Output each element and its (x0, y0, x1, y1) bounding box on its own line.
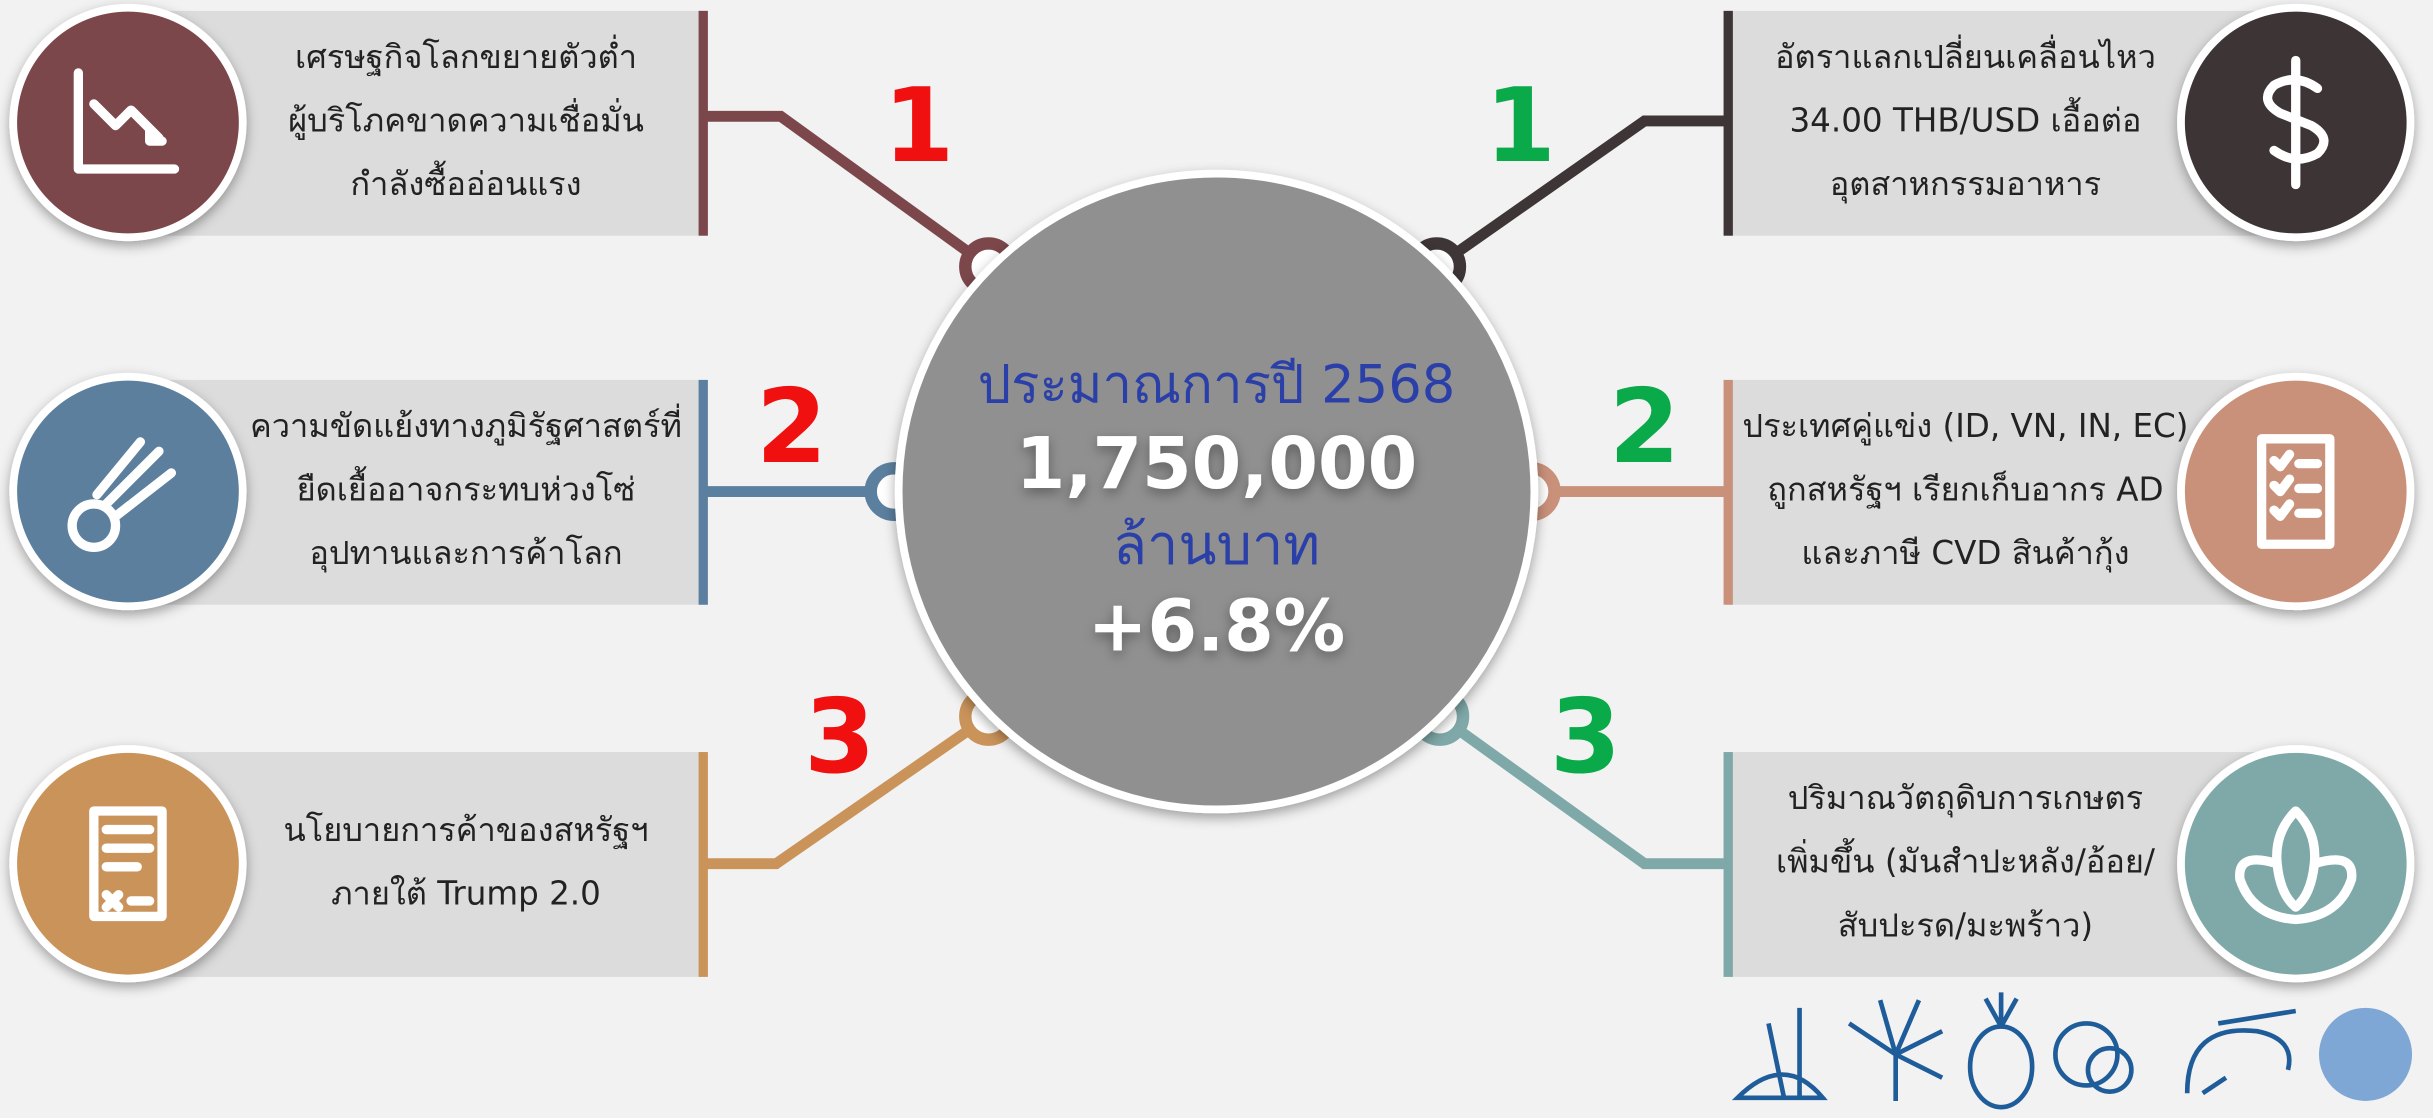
center-value: 1,750,000 (1016, 422, 1418, 505)
connector (1436, 711, 1727, 870)
item-text: นโยบายการค้าของสหรัฐฯ (283, 811, 648, 850)
item-text: อุปทานและการค้าโลก (309, 534, 622, 573)
connector (703, 711, 992, 870)
item-number: 3 (1550, 678, 1621, 797)
durian-icon (2318, 1007, 2413, 1101)
shrimp-icon (2184, 1008, 2297, 1096)
item-text: เศรษฐกิจโลกขยายตัวต่ำ (295, 34, 637, 77)
icon (67, 437, 177, 553)
center-circle (894, 169, 1539, 814)
box-bar (1723, 10, 1733, 236)
item-text: อุตสาหกรรมอาหาร (1830, 165, 2101, 204)
icon (2262, 55, 2329, 190)
box-bar (1723, 752, 1733, 977)
items: 1 เศรษฐกิจโลกขยายตัวต่ำผู้บริโภคขาดความเช… (9, 3, 2415, 983)
item-text: ปริมาณวัตถุดิบการเกษตร (1788, 779, 2143, 818)
item-number: 1 (1485, 67, 1556, 186)
coconut-icon (2053, 1021, 2120, 1088)
produce-icons (1731, 992, 2297, 1110)
center-unit: ล้านบาท (1113, 513, 1320, 578)
icon-circle (2177, 745, 2415, 983)
icon (89, 806, 167, 922)
connector (1433, 115, 1727, 272)
pineapple-leaves (1983, 992, 2019, 1028)
icon (73, 68, 180, 174)
item-text: และภาษี CVD สินค้ากุ้ง (1801, 534, 2129, 573)
item-text: อัตราแลกเปลี่ยนเคลื่อนไหว (1775, 34, 2156, 76)
item-text: ความขัดแย้งทางภูมิรัฐศาสตร์ที่ (250, 403, 682, 446)
item-number: 2 (1609, 368, 1680, 487)
icon-circle (9, 372, 247, 611)
coconut-half (2085, 1045, 2134, 1094)
icon (2256, 434, 2335, 549)
item-text: ประเทศคู่แข่ง (ID, VN, IN, EC) (1742, 407, 2188, 446)
box-bar (698, 10, 708, 236)
item-number: 3 (804, 678, 875, 797)
center-title: ประมาณการปี 2568 (978, 354, 1456, 415)
item-text: กำลังซื้ออ่อนแรง (350, 160, 581, 203)
item-text: ถูกสหรัฐฯ เรียกเก็บอากร AD (1767, 471, 2163, 510)
connector (703, 110, 992, 272)
item-number: 2 (756, 368, 827, 487)
icon-circle (9, 3, 247, 242)
item-number: 1 (883, 67, 954, 186)
item-text: ผู้บริโภคขาดความเชื่อมั่น (288, 97, 644, 140)
box-bar (1723, 379, 1733, 605)
icon (2235, 806, 2357, 925)
center-change: +6.8% (1088, 585, 1346, 668)
item-text: เพิ่มขึ้น (มันสำปะหลัง/อ้อย/ (1776, 838, 2155, 881)
cassava-icon (1847, 999, 1944, 1101)
sugarcane-icon (1731, 1007, 1828, 1101)
item-text: ยืดเยื้ออาจกระทบห่วงโซ่ (297, 466, 636, 509)
item-text: 34.00 THB/USD เอื้อต่อ (1789, 96, 2141, 139)
item-text: สับปะรด/มะพร้าว) (1838, 906, 2093, 944)
item-text: ภายใต้ Trump 2.0 (331, 874, 601, 912)
